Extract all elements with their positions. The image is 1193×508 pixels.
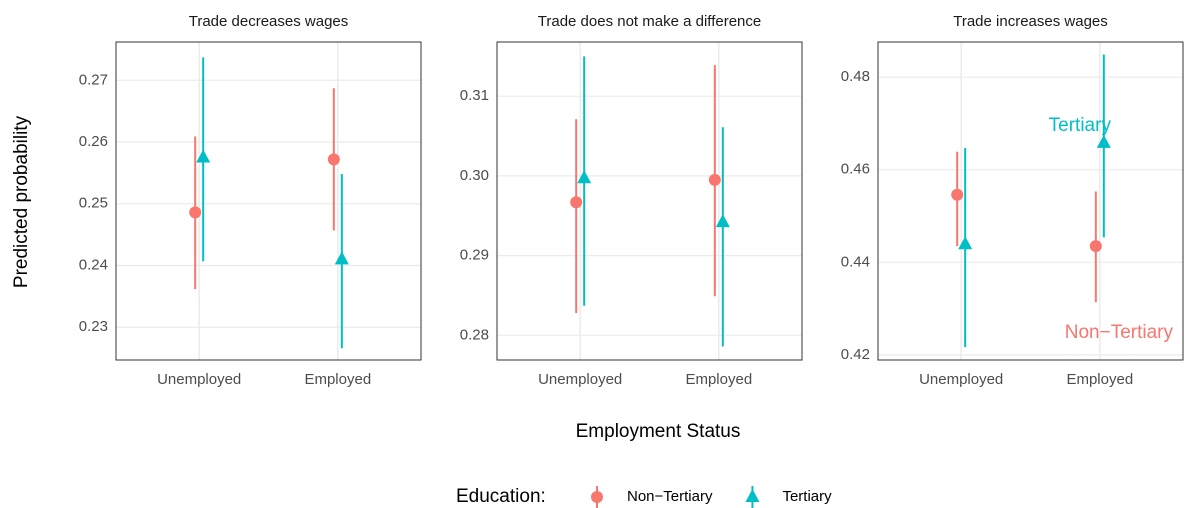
point: [708, 173, 721, 186]
y-tick-label: 0.29: [460, 247, 489, 264]
y-tick-label: 0.31: [460, 87, 489, 104]
point: [1096, 134, 1111, 148]
point: [951, 188, 964, 201]
point: [958, 236, 973, 250]
panel-border: [496, 41, 803, 361]
y-tick-label: 0.46: [841, 161, 870, 178]
point: [570, 196, 583, 209]
x-tick-label: Unemployed: [157, 371, 241, 388]
panel-border: [877, 41, 1184, 361]
annotation: Tertiary: [1049, 115, 1112, 136]
legend-key: [745, 489, 760, 502]
x-tick-label: Employed: [685, 371, 752, 388]
point: [327, 153, 340, 166]
legend-key: [591, 491, 603, 503]
x-tick-label: Employed: [1066, 371, 1133, 388]
y-tick-label: 0.26: [79, 133, 108, 150]
annotation: Non−Tertiary: [1065, 322, 1174, 343]
x-tick-label: Unemployed: [919, 371, 1003, 388]
legend-label: Tertiary: [782, 488, 832, 505]
point: [196, 149, 211, 163]
x-axis-label: Employment Status: [576, 421, 741, 442]
legend-title: Education:: [456, 486, 546, 507]
y-tick-label: 0.24: [79, 256, 108, 273]
x-tick-label: Unemployed: [538, 371, 622, 388]
panel-title: Trade decreases wages: [189, 13, 349, 30]
y-tick-label: 0.27: [79, 71, 108, 88]
panel-title: Trade does not make a difference: [538, 13, 761, 30]
point: [189, 206, 202, 219]
panel-title: Trade increases wages: [953, 13, 1108, 30]
y-tick-label: 0.28: [460, 326, 489, 343]
point: [1089, 240, 1102, 253]
y-tick-label: 0.23: [79, 318, 108, 335]
point: [715, 214, 730, 228]
y-tick-label: 0.44: [841, 253, 870, 270]
point: [577, 170, 592, 184]
x-tick-label: Employed: [304, 371, 371, 388]
y-tick-label: 0.48: [841, 68, 870, 85]
y-tick-label: 0.25: [79, 195, 108, 212]
panel-border: [115, 41, 422, 361]
y-tick-label: 0.30: [460, 167, 489, 184]
point: [334, 251, 349, 265]
y-axis-label: Predicted probability: [11, 115, 32, 288]
legend-label: Non−Tertiary: [627, 488, 713, 505]
y-tick-label: 0.42: [841, 346, 870, 363]
